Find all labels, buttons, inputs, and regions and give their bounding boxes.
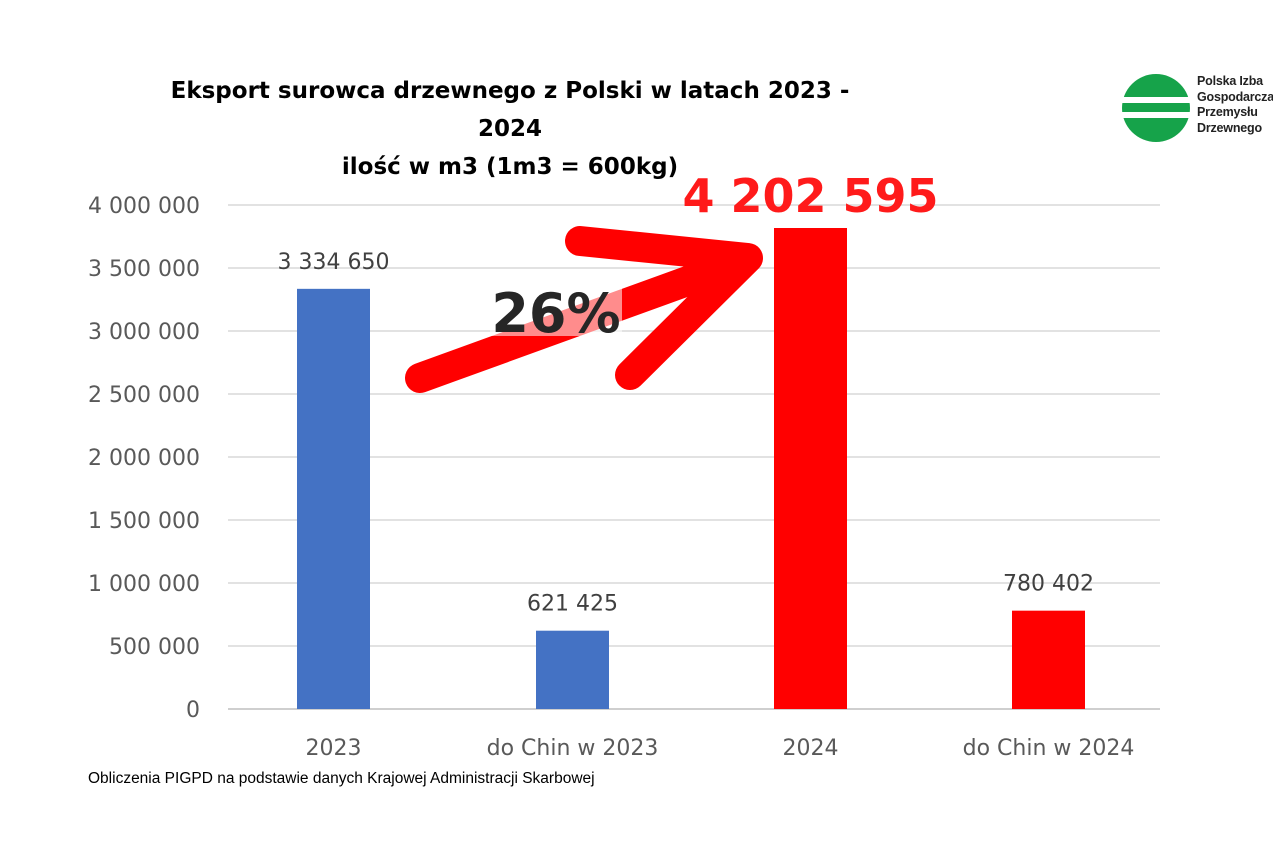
x-tick-label: do Chin w 2023 [487,736,659,761]
logo-text: Polska Izba Gospodarcza Przemysłu Drzewn… [1197,74,1273,136]
data-label-highlight: 4 202 595 [682,169,938,223]
logo-line: Polska Izba [1197,74,1263,88]
y-tick-label: 4 000 000 [88,194,200,219]
y-tick-label: 1 000 000 [88,572,200,597]
x-tick-label: 2024 [783,736,839,761]
y-tick-label: 0 [186,698,200,723]
chart-title: Eksport surowca drzewnego z Polski w lat… [160,72,860,186]
annotation-label: 26% [491,282,620,345]
bar [297,288,370,709]
logo-line: Gospodarcza [1197,89,1273,104]
y-tick-label: 2 500 000 [88,383,200,408]
y-tick-label: 1 500 000 [88,509,200,534]
y-tick-label: 500 000 [109,635,200,660]
y-tick-label: 3 500 000 [88,257,200,282]
bar [774,228,847,709]
logo-emblem-icon [1110,74,1200,142]
logo-line: Przemysłu [1197,105,1258,119]
data-label: 3 334 650 [278,250,390,275]
footnote: Obliczenia PIGPD na podstawie danych Kra… [88,770,595,787]
chart-title-line1: Eksport surowca drzewnego z Polski w lat… [170,78,850,142]
data-label: 780 402 [1003,572,1094,597]
logo-line: Drzewnego [1197,120,1262,135]
arrow-head [565,226,763,390]
y-tick-label: 2 000 000 [88,446,200,471]
bar [536,630,609,709]
x-tick-label: 2023 [306,736,362,761]
bar [1012,610,1085,709]
chart-subtitle: ilość w m3 (1m3 = 600kg) [341,154,679,180]
logo [1110,72,1270,144]
data-label: 621 425 [527,592,618,617]
x-tick-label: do Chin w 2024 [963,736,1135,761]
y-tick-label: 3 000 000 [88,320,200,345]
annotation-highlight [490,280,622,336]
